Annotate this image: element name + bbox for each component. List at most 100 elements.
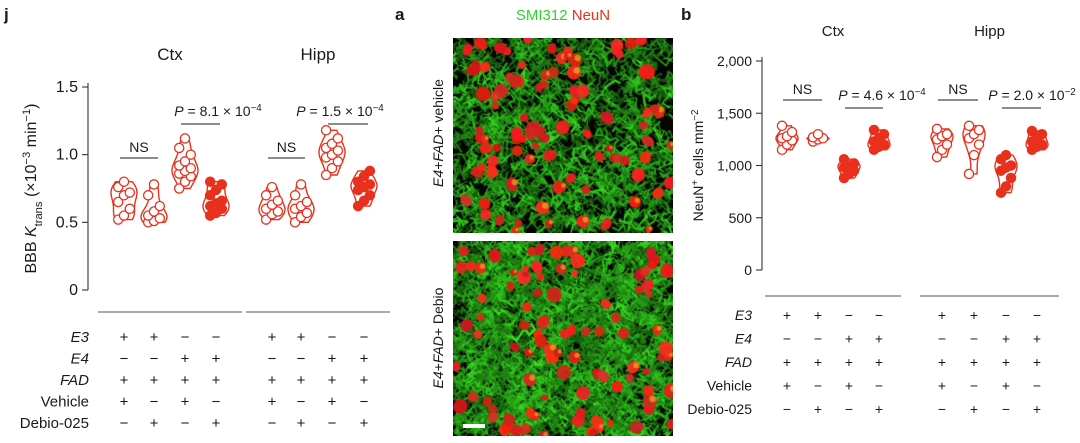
y-tick-label: 1,500 (717, 105, 752, 121)
data-point (1000, 149, 1012, 161)
table-cell: − (360, 329, 369, 346)
region-title-ctx: Ctx (157, 45, 183, 64)
micrograph-debio (453, 241, 673, 436)
data-point (320, 125, 332, 136)
region-title-ctx: Ctx (822, 23, 845, 40)
data-point (941, 139, 953, 150)
panel-a: a SMI312 NeuN E4+FAD+ vehicle E4+FAD+ Debio (395, 5, 610, 388)
table-cell: + (845, 331, 853, 347)
table-cell: − (1002, 401, 1010, 417)
panel-letter: b (681, 5, 691, 24)
data-point (941, 128, 953, 140)
table-cell: + (150, 329, 159, 346)
ns-label: NS (129, 139, 148, 155)
y-tick-label: 1.0 (56, 147, 78, 164)
table-cell: − (938, 331, 946, 347)
data-point (154, 213, 166, 224)
micrograph-label-vehicle: E4+FAD+ vehicle (430, 79, 446, 187)
data-point (1005, 172, 1017, 184)
table-cell: + (120, 329, 129, 346)
table-cell: + (783, 378, 791, 394)
data-point (838, 153, 850, 165)
table-cell: − (875, 307, 883, 323)
data-point (301, 207, 313, 219)
table-cell: − (970, 378, 978, 394)
table-cell: + (150, 372, 159, 389)
data-point (179, 133, 191, 144)
table-cell: + (1002, 331, 1010, 347)
table-cell: + (268, 329, 277, 346)
panel-b: b 0 500 1,000 1,500 2,000 NeuN+ cells mm−2 Ctx N… (681, 5, 1076, 417)
data-point (931, 151, 943, 163)
panel-letter: j (3, 5, 9, 24)
table-cell: + (297, 329, 306, 346)
table-cell: − (268, 415, 277, 432)
table-cell: − (328, 329, 337, 346)
data-point (878, 128, 890, 140)
data-point (1036, 128, 1048, 140)
table-cell: + (120, 394, 129, 411)
table-cell: + (845, 378, 853, 394)
table-cell: − (181, 415, 190, 432)
data-point (776, 120, 788, 132)
data-point (204, 176, 216, 187)
p-value-hipp: P = 1.5 × 10−4 (296, 103, 384, 120)
table-cell: − (875, 378, 883, 394)
data-point (968, 149, 980, 161)
table-row-label: FAD (60, 372, 89, 389)
data-point (326, 162, 338, 174)
table-cell: + (212, 415, 221, 432)
data-point (266, 181, 278, 193)
y-tick-label: 2,000 (717, 53, 752, 69)
table-cell: − (814, 331, 822, 347)
data-point (1026, 125, 1038, 137)
data-point (148, 179, 160, 190)
y-tick-label: 1.5 (56, 79, 78, 96)
table-cell: + (814, 401, 822, 417)
scale-bar (463, 424, 485, 428)
table-cell: − (1033, 378, 1041, 394)
region-title-hipp: Hipp (974, 23, 1005, 40)
data-point (118, 176, 130, 187)
region-title-hipp: Hipp (301, 45, 336, 64)
data-point (154, 200, 166, 212)
data-point (173, 142, 185, 154)
table-cell: + (875, 331, 883, 347)
table-cell: − (150, 351, 159, 368)
data-point (289, 190, 301, 201)
data-point (295, 179, 307, 190)
table-cell: + (212, 351, 221, 368)
data-point (332, 156, 344, 167)
table-cell: + (360, 372, 369, 389)
table-cell: + (212, 372, 221, 389)
data-point (931, 123, 943, 135)
table-cell: + (1033, 401, 1041, 417)
data-point (216, 195, 228, 206)
data-point (848, 158, 860, 169)
table-cell: + (181, 351, 190, 368)
stain-legend: SMI312 NeuN (516, 7, 610, 24)
table-cell: − (328, 415, 337, 432)
table-cell: − (297, 351, 306, 368)
table-cell: + (297, 415, 306, 432)
data-point (272, 206, 284, 217)
ns-label: NS (277, 139, 296, 155)
data-point (1005, 160, 1017, 171)
table-cell: + (328, 372, 337, 389)
table-cell: − (845, 307, 853, 323)
table-cell: + (938, 307, 946, 323)
table-row-label: Debio-025 (687, 401, 752, 417)
data-point (216, 179, 228, 190)
micrograph-label-debio: E4+FAD+ Debio (430, 287, 446, 388)
y-tick-label: 0 (69, 282, 78, 299)
table-cell: + (181, 372, 190, 389)
panel-j: j 0 0.5 1.0 1.5 BBB Ktrans (×10−3 min−1) Ctx NS… (3, 5, 390, 432)
table-cell: − (938, 401, 946, 417)
data-point (332, 133, 344, 144)
y-axis-label: BBB Ktrans (×10−3 min−1) (21, 103, 45, 273)
table-cell: − (181, 329, 190, 346)
table-cell: − (360, 394, 369, 411)
table-cell: + (938, 354, 946, 370)
data-point (786, 126, 798, 138)
